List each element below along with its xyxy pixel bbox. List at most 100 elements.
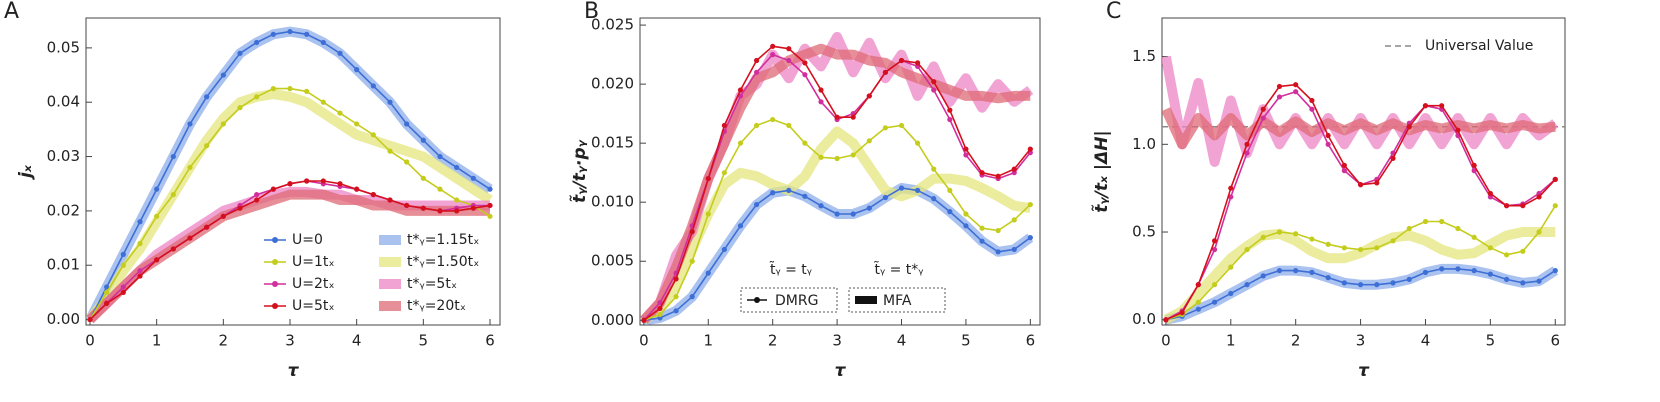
dmrg-point — [850, 114, 856, 120]
dmrg-point — [1228, 185, 1234, 191]
dmrg-point — [1406, 124, 1412, 130]
panel-label: A — [4, 0, 19, 24]
dmrg-point — [354, 67, 360, 73]
dmrg-point — [721, 170, 727, 176]
dmrg-point — [1325, 132, 1331, 139]
dmrg-point — [254, 197, 260, 203]
legend-label: MFA — [883, 293, 912, 309]
plot-area — [86, 26, 493, 324]
dmrg-point — [1228, 290, 1234, 297]
legend-label: DMRG — [775, 293, 818, 309]
dmrg-point — [1293, 231, 1299, 237]
dmrg-point — [705, 175, 711, 182]
dmrg-point — [287, 28, 293, 35]
dmrg-point — [657, 299, 663, 306]
legend-header: t̃ᵧ = tᵧ — [769, 261, 812, 278]
dmrg-point — [120, 262, 126, 268]
dmrg-point — [304, 88, 310, 94]
legend-label: t*ᵧ=5tₓ — [407, 276, 457, 292]
dmrg-point — [673, 294, 679, 300]
dmrg-point — [1520, 280, 1526, 286]
dmrg-point — [304, 31, 310, 37]
x-tick-label: 6 — [1026, 332, 1036, 350]
y-tick-label: 0.01 — [47, 256, 80, 274]
x-tick-label: 6 — [485, 332, 495, 350]
dmrg-point — [786, 57, 792, 64]
dmrg-point — [1309, 236, 1315, 242]
dmrg-point — [1011, 217, 1017, 223]
mfa-band — [86, 89, 493, 323]
dmrg-point — [1422, 103, 1429, 109]
dmrg-point — [1520, 203, 1526, 209]
dmrg-point — [104, 289, 110, 295]
y-tick-label: 0.00 — [47, 310, 80, 328]
dmrg-point — [370, 83, 376, 89]
dmrg-point — [337, 181, 343, 187]
panel-label: C — [1106, 0, 1121, 24]
dmrg-point — [931, 79, 937, 85]
dmrg-point — [850, 211, 856, 217]
dmrg-point — [137, 240, 143, 247]
legend-label: U=1tₓ — [292, 254, 335, 270]
dmrg-point — [1244, 150, 1250, 156]
dmrg-point — [1471, 234, 1477, 240]
dmrg-point — [705, 270, 711, 276]
dmrg-point — [721, 246, 727, 253]
dmrg-point — [120, 284, 126, 290]
dmrg-point — [1341, 162, 1347, 168]
dmrg-point — [705, 211, 711, 217]
dmrg-point — [1422, 218, 1429, 225]
dmrg-point — [753, 69, 760, 75]
dmrg-point — [187, 121, 193, 127]
dmrg-point — [979, 170, 985, 176]
dmrg-point — [931, 166, 937, 172]
panel-label: B — [584, 0, 599, 24]
dmrg-point — [1211, 282, 1218, 288]
dmrg-point — [1228, 264, 1234, 270]
dmrg-point — [387, 197, 393, 203]
dmrg-point — [1341, 280, 1347, 286]
x-tick-label: 3 — [285, 332, 295, 350]
dmrg-point — [721, 122, 727, 129]
dmrg-point — [104, 284, 110, 290]
dmrg-point — [802, 60, 808, 66]
dmrg-point — [818, 154, 824, 160]
dmrg-point — [737, 87, 744, 93]
dmrg-point — [454, 208, 460, 214]
dmrg-point — [204, 94, 210, 100]
dmrg-point — [1293, 268, 1299, 274]
dmrg-point — [1471, 268, 1477, 274]
dmrg-point — [1471, 168, 1477, 174]
dmrg-point — [337, 110, 343, 116]
dmrg-point — [786, 122, 792, 129]
dmrg-point — [320, 99, 326, 105]
x-axis-title: τ — [1358, 361, 1370, 381]
dmrg-point — [420, 175, 426, 181]
dmrg-point — [237, 105, 243, 111]
dmrg-point — [915, 187, 921, 193]
dmrg-point — [254, 39, 260, 46]
dmrg-point — [487, 202, 493, 209]
dmrg-point — [673, 308, 679, 314]
x-tick-label: 5 — [1486, 332, 1496, 350]
dmrg-point — [1325, 275, 1331, 281]
dmrg-point — [1536, 194, 1542, 200]
dmrg-point — [387, 148, 393, 154]
y-tick-label: 0.000 — [591, 311, 634, 329]
y-tick-label: 0.5 — [1132, 223, 1156, 241]
x-tick-label: 1 — [704, 332, 714, 350]
dmrg-point — [1163, 317, 1169, 323]
dmrg-point — [834, 211, 840, 217]
dmrg-point — [287, 181, 293, 187]
dmrg-point — [1293, 82, 1299, 88]
dmrg-point — [1390, 155, 1396, 161]
dmrg-point — [947, 116, 953, 123]
plot-area — [1162, 55, 1565, 325]
dmrg-point — [689, 294, 695, 300]
dmrg-point — [818, 99, 824, 105]
dmrg-point — [866, 138, 872, 144]
dmrg-point — [995, 249, 1001, 255]
dmrg-point — [470, 205, 476, 211]
dmrg-point — [947, 107, 953, 113]
